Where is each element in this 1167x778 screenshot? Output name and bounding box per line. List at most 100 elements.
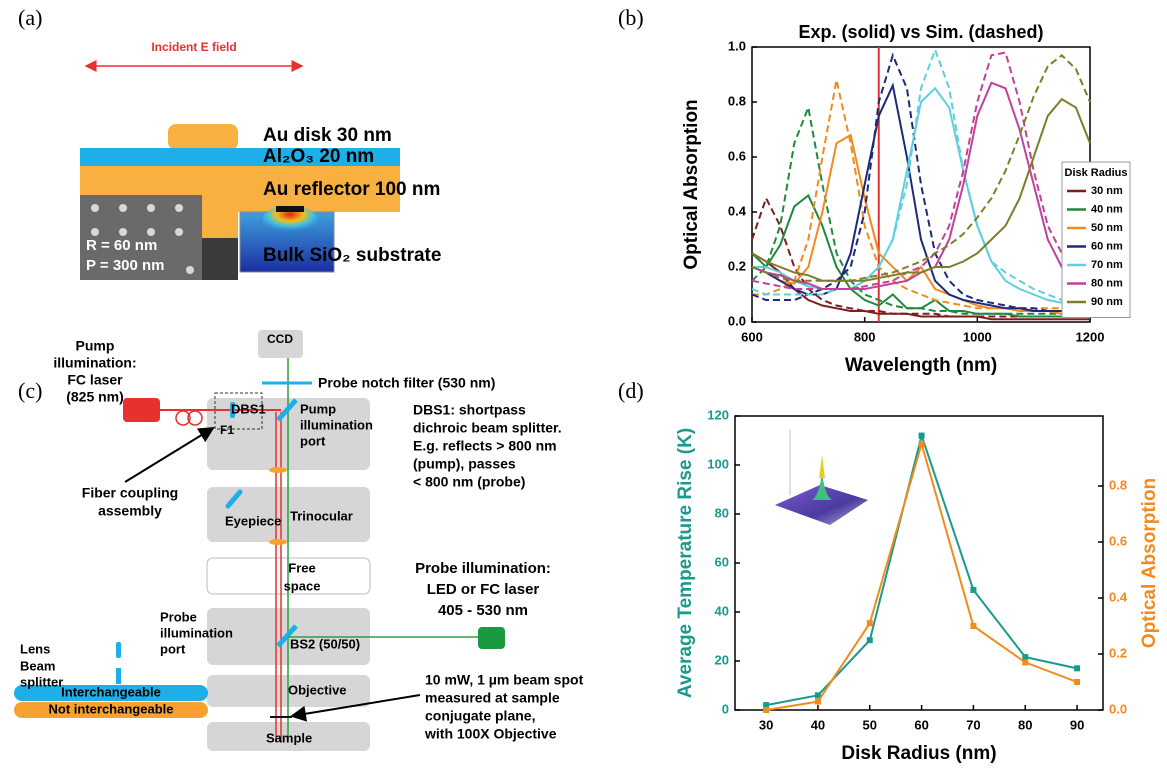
label: dichroic beam splitter.	[413, 420, 562, 436]
x-axis-label: Disk Radius (nm)	[841, 743, 996, 764]
legend-label: 90 nm	[1091, 296, 1123, 308]
data-line	[752, 86, 1091, 310]
legend-label: 80 nm	[1091, 277, 1123, 289]
data-line	[751, 133, 1090, 315]
data-line	[751, 252, 1090, 321]
y-tick-label: 0	[722, 701, 729, 716]
label: conjugate plane,	[425, 708, 535, 724]
label: Au reflector 100 nm	[263, 179, 440, 200]
legend-label: 50 nm	[1091, 222, 1123, 234]
label: Probe notch filter (530 nm)	[318, 375, 495, 391]
data-line	[751, 97, 1091, 282]
inset-3d-plot	[760, 420, 870, 525]
legend-label: 40 nm	[1091, 203, 1123, 215]
x-tick-label: 50	[863, 717, 877, 732]
label: Pump	[76, 338, 115, 354]
x-tick-label: 90	[1070, 717, 1084, 732]
y-tick-label: 1.0	[728, 38, 746, 53]
label: Probe illumination:	[415, 560, 551, 577]
y-tick-label: 40	[715, 603, 729, 618]
label: 405 - 530 nm	[438, 602, 528, 619]
label: Sample	[266, 730, 312, 745]
y-axis-label: Optical Absorption	[681, 99, 702, 269]
x-tick-label: 800	[854, 329, 876, 344]
y2-tick-label: 0.4	[1109, 589, 1128, 604]
sim-line	[751, 53, 1091, 282]
y-tick-label: 60	[715, 554, 729, 569]
data-point	[970, 623, 977, 629]
y-tick-label: 0.4	[728, 203, 747, 218]
data-point	[763, 702, 770, 709]
label: Not interchangeable	[49, 701, 174, 716]
y-tick-label: 120	[707, 407, 729, 422]
label: space	[284, 578, 321, 593]
x-tick-label: 40	[811, 717, 825, 732]
label: DBS1: shortpass	[413, 402, 526, 418]
label: Objective	[288, 682, 347, 697]
legend-box	[1061, 161, 1131, 318]
label: (825 nm)	[66, 389, 124, 405]
data-point	[763, 707, 770, 713]
y-tick-label: 0.6	[728, 148, 746, 163]
y-tick-label: 0.0	[728, 313, 746, 328]
label: FC laser	[67, 372, 123, 388]
sem-label: P = 300 nm	[86, 257, 165, 274]
legend-title: Disk Radius	[1065, 167, 1128, 179]
x-tick-label: 600	[741, 329, 763, 344]
panel-c-diagram	[14, 330, 505, 751]
panel-label: (d)	[618, 378, 644, 403]
label: Bulk SiO₂ substrate	[263, 245, 441, 266]
label: with 100X Objective	[424, 726, 557, 742]
label: assembly	[98, 503, 162, 519]
data-point	[970, 586, 977, 593]
data-point	[1022, 659, 1029, 666]
data-point	[1022, 654, 1029, 661]
label: BS2 (50/50)	[290, 636, 360, 651]
x-tick-label: 1200	[1076, 329, 1105, 344]
label: Free	[288, 560, 315, 575]
x-axis-label: Wavelength (nm)	[845, 355, 997, 376]
label: splitter	[20, 674, 63, 689]
legend-label: 60 nm	[1091, 240, 1123, 252]
label: Eyepiece	[225, 513, 281, 528]
label: LED or FC laser	[427, 581, 540, 598]
data-point	[1074, 665, 1081, 672]
label: Au disk 30 nm	[263, 125, 392, 146]
label: E.g. reflects > 800 nm	[413, 438, 557, 454]
y2-tick-label: 0.0	[1109, 701, 1127, 716]
label: (pump), passes	[413, 456, 516, 472]
label: Beam	[20, 658, 55, 673]
label: Fiber coupling	[82, 485, 178, 501]
data-point	[814, 692, 821, 699]
y2-tick-label: 0.2	[1109, 645, 1127, 660]
legend-label: 70 nm	[1091, 259, 1123, 271]
label: F1	[220, 423, 234, 437]
y2-tick-label: 0.6	[1109, 533, 1127, 548]
y-tick-label: 20	[715, 652, 729, 667]
label: illumination:	[53, 355, 136, 371]
sem-label: R = 60 nm	[86, 237, 157, 254]
y2-tick-label: 0.8	[1109, 477, 1127, 492]
data-point	[918, 432, 925, 439]
label: illumination	[300, 417, 373, 432]
x-tick-label: 60	[914, 717, 928, 732]
x-tick-label: 70	[966, 717, 980, 732]
data-point	[866, 620, 873, 627]
panel-label: (c)	[18, 378, 42, 403]
data-point	[918, 441, 925, 447]
label: Pump	[300, 401, 336, 416]
label: DBS1	[231, 401, 266, 416]
field-label: Incident E field	[151, 40, 236, 54]
data-point	[1074, 679, 1081, 685]
panel-a-drawing	[80, 60, 400, 280]
y-axis-label: Average Temperature Rise (K)	[675, 428, 696, 698]
label: Al₂O₃ 20 nm	[263, 146, 374, 167]
label: < 800 nm (probe)	[413, 474, 525, 490]
y2-axis-label: Optical Absorption	[1139, 478, 1160, 648]
y-tick-label: 0.8	[728, 93, 746, 108]
label: measured at sample	[425, 690, 560, 706]
x-tick-label: 80	[1018, 717, 1032, 732]
label: Lens	[20, 641, 50, 656]
label: 10 mW, 1 µm beam spot	[425, 672, 584, 688]
sim-line	[751, 46, 1091, 307]
